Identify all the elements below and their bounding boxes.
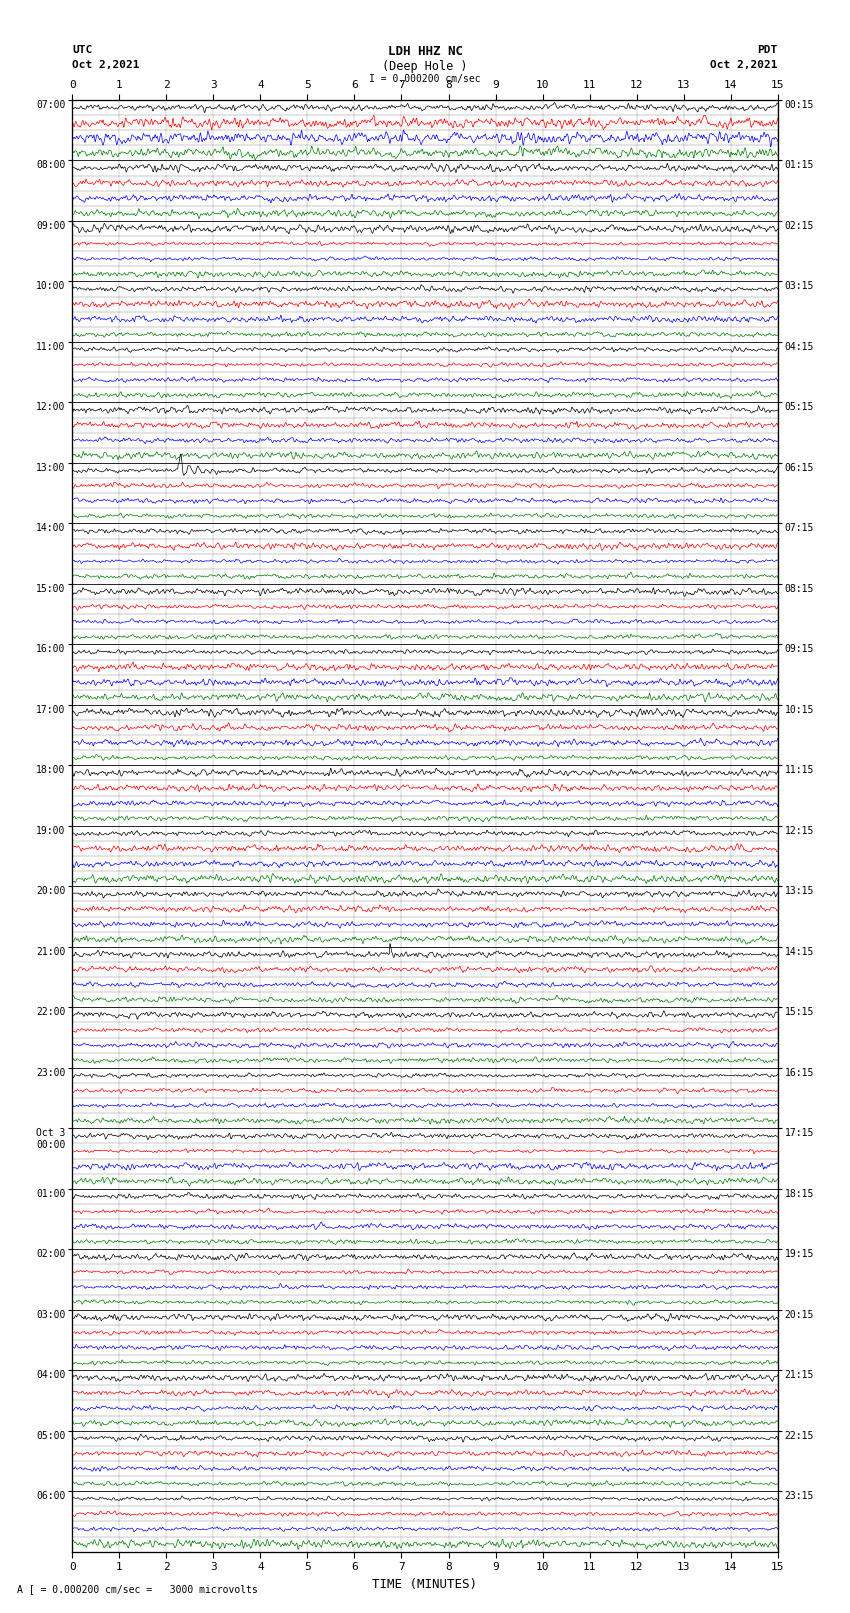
Text: I = 0.000200 cm/sec: I = 0.000200 cm/sec	[369, 74, 481, 84]
Text: Oct 2,2021: Oct 2,2021	[72, 60, 139, 69]
Text: UTC: UTC	[72, 45, 93, 55]
Text: A [ = 0.000200 cm/sec =   3000 microvolts: A [ = 0.000200 cm/sec = 3000 microvolts	[17, 1584, 258, 1594]
X-axis label: TIME (MINUTES): TIME (MINUTES)	[372, 1578, 478, 1590]
Text: LDH HHZ NC: LDH HHZ NC	[388, 45, 462, 58]
Text: Oct 2,2021: Oct 2,2021	[711, 60, 778, 69]
Text: (Deep Hole ): (Deep Hole )	[382, 60, 468, 73]
Text: PDT: PDT	[757, 45, 778, 55]
